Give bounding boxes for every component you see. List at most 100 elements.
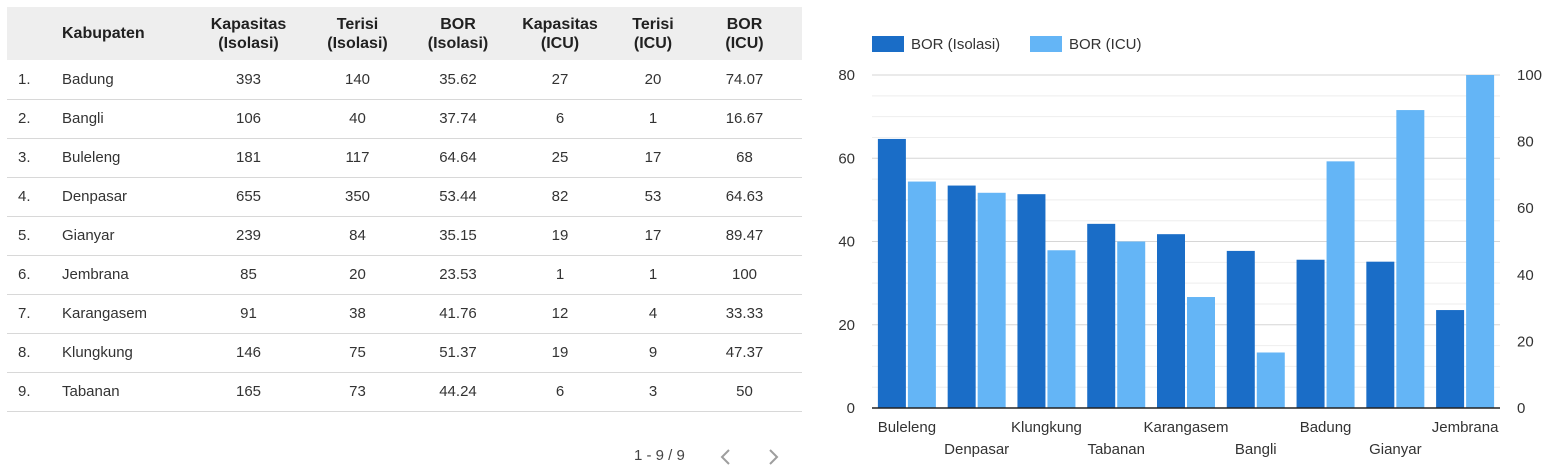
y-right-tick-label: 100: [1517, 67, 1542, 84]
table-header-row: Kabupaten Kapasitas (Isolasi) Terisi (Isol…: [7, 7, 802, 60]
chevron-right-icon[interactable]: [761, 445, 785, 469]
table-row[interactable]: 6. Jembrana 85 20 23.53 1 1 100: [7, 255, 802, 294]
y-right-tick-label: 60: [1517, 200, 1534, 217]
bar: [1366, 261, 1395, 408]
bar: [1157, 234, 1185, 408]
y-left-tick-label: 0: [847, 400, 855, 417]
cell-index: 1.: [18, 70, 31, 88]
cell-kapasitas-isolasi: 239: [235, 227, 262, 244]
y-right-tick-label: 40: [1517, 267, 1534, 284]
bar: [1466, 75, 1495, 408]
cell-bor-isolasi: 37.74: [439, 110, 477, 127]
pagination-text: 1 - 9 / 9: [634, 447, 685, 464]
x-tick-label: Jembrana: [1432, 419, 1499, 436]
cell-kapasitas-icu: 6: [555, 383, 565, 400]
cell-bor-isolasi: 35.15: [439, 227, 477, 244]
header-bor-isolasi[interactable]: BOR (Isolasi): [427, 15, 489, 52]
y-left-tick-label: 60: [838, 150, 855, 167]
cell-kapasitas-icu: 12: [551, 305, 569, 322]
cell-terisi-isolasi: 20: [349, 266, 366, 283]
bar: [1047, 250, 1076, 408]
x-tick-label: Bangli: [1235, 441, 1277, 458]
cell-bor-icu: 50: [736, 383, 753, 400]
bor-table-widget: Kabupaten Kapasitas (Isolasi) Terisi (Isol…: [7, 7, 802, 469]
header-terisi-isolasi[interactable]: Terisi (Isolasi): [327, 15, 388, 52]
cell-kapasitas-isolasi: 393: [235, 70, 262, 88]
chevron-left-icon[interactable]: [714, 445, 738, 469]
table-row[interactable]: 8. Klungkung 146 75 51.37 19 9 47.37: [7, 333, 802, 372]
cell-kabupaten: Klungkung: [62, 344, 133, 361]
bar: [1296, 259, 1325, 408]
cell-index: 9.: [18, 383, 31, 400]
bar: [877, 138, 906, 408]
legend-swatch: [1030, 36, 1062, 52]
bar: [1256, 352, 1285, 408]
cell-index: 2.: [18, 110, 31, 127]
cell-bor-icu: 33.33: [725, 305, 764, 322]
cell-kabupaten: Tabanan: [62, 383, 120, 400]
cell-bor-icu: 16.67: [725, 110, 764, 127]
cell-kapasitas-isolasi: 146: [235, 344, 262, 361]
table-row[interactable]: 7. Karangasem 91 38 41.76 12 4 33.33: [7, 294, 802, 333]
table-row[interactable]: 3. Buleleng 181 117 64.64 25 17 68: [7, 138, 802, 177]
cell-terisi-icu: 17: [644, 149, 662, 166]
cell-kabupaten: Bangli: [62, 110, 104, 127]
bar: [1087, 223, 1116, 408]
cell-bor-isolasi: 41.76: [439, 305, 477, 322]
cell-bor-isolasi: 53.44: [439, 188, 477, 205]
bar: [1117, 241, 1146, 408]
table-row[interactable]: 2. Bangli 106 40 37.74 6 1 16.67: [7, 99, 802, 138]
x-tick-label: Denpasar: [944, 441, 1009, 458]
bar: [1436, 310, 1465, 408]
y-left-tick-label: 80: [838, 67, 855, 84]
legend-label: BOR (Isolasi): [911, 36, 1000, 53]
x-tick-label: Klungkung: [1011, 419, 1082, 436]
cell-terisi-isolasi: 84: [349, 227, 366, 244]
cell-terisi-icu: 3: [648, 383, 658, 400]
header-terisi-icu[interactable]: Terisi (ICU): [632, 15, 674, 52]
cell-kapasitas-icu: 6: [555, 110, 565, 127]
cell-terisi-icu: 1: [648, 266, 658, 283]
header-kabupaten[interactable]: Kabupaten: [62, 7, 197, 60]
legend-label: BOR (ICU): [1069, 36, 1142, 53]
cell-terisi-isolasi: 350: [344, 188, 371, 205]
cell-kapasitas-icu: 19: [551, 344, 569, 361]
header-kapasitas-icu[interactable]: Kapasitas (ICU): [522, 15, 598, 52]
x-tick-label: Badung: [1300, 419, 1352, 436]
cell-bor-icu: 47.37: [725, 344, 764, 361]
header-index[interactable]: [7, 7, 62, 60]
cell-terisi-isolasi: 40: [349, 110, 366, 127]
cell-index: 5.: [18, 227, 31, 244]
cell-terisi-icu: 9: [648, 344, 658, 361]
y-right-tick-label: 80: [1517, 134, 1534, 151]
cell-index: 4.: [18, 188, 31, 205]
cell-kapasitas-isolasi: 655: [235, 188, 262, 205]
bar: [1396, 110, 1425, 408]
table-row[interactable]: 9. Tabanan 165 73 44.24 6 3 50: [7, 372, 802, 411]
cell-bor-isolasi: 51.37: [439, 344, 477, 361]
bar: [947, 185, 976, 408]
cell-terisi-isolasi: 117: [345, 149, 370, 166]
cell-kapasitas-icu: 27: [551, 70, 569, 88]
table-row[interactable]: 4. Denpasar 655 350 53.44 82 53 64.63: [7, 177, 802, 216]
header-kapasitas-isolasi[interactable]: Kapasitas (Isolasi): [210, 15, 287, 52]
cell-index: 3.: [18, 149, 31, 166]
table-body: 1. Badung 393 140 35.62 27 20 74.07 2. Bangli 106 4…: [7, 60, 802, 411]
cell-terisi-isolasi: 38: [349, 305, 366, 322]
cell-terisi-isolasi: 75: [349, 344, 366, 361]
cell-kapasitas-isolasi: 106: [235, 110, 262, 127]
table-row[interactable]: 1. Badung 393 140 35.62 27 20 74.07: [7, 60, 802, 99]
cell-kapasitas-isolasi: 165: [235, 383, 262, 400]
cell-bor-icu: 100: [731, 266, 758, 283]
cell-terisi-icu: 17: [644, 227, 662, 244]
table-row[interactable]: 5. Gianyar 239 84 35.15 19 17 89.47: [7, 216, 802, 255]
bar: [907, 181, 936, 408]
cell-bor-icu: 74.07: [725, 70, 764, 88]
cell-bor-isolasi: 44.24: [439, 383, 477, 400]
cell-kabupaten: Gianyar: [62, 227, 115, 244]
cell-kabupaten: Badung: [62, 70, 114, 88]
cell-kapasitas-icu: 25: [551, 149, 569, 166]
cell-bor-isolasi: 23.53: [439, 266, 477, 283]
header-bor-icu[interactable]: BOR (ICU): [725, 15, 764, 52]
cell-index: 8.: [18, 344, 31, 361]
